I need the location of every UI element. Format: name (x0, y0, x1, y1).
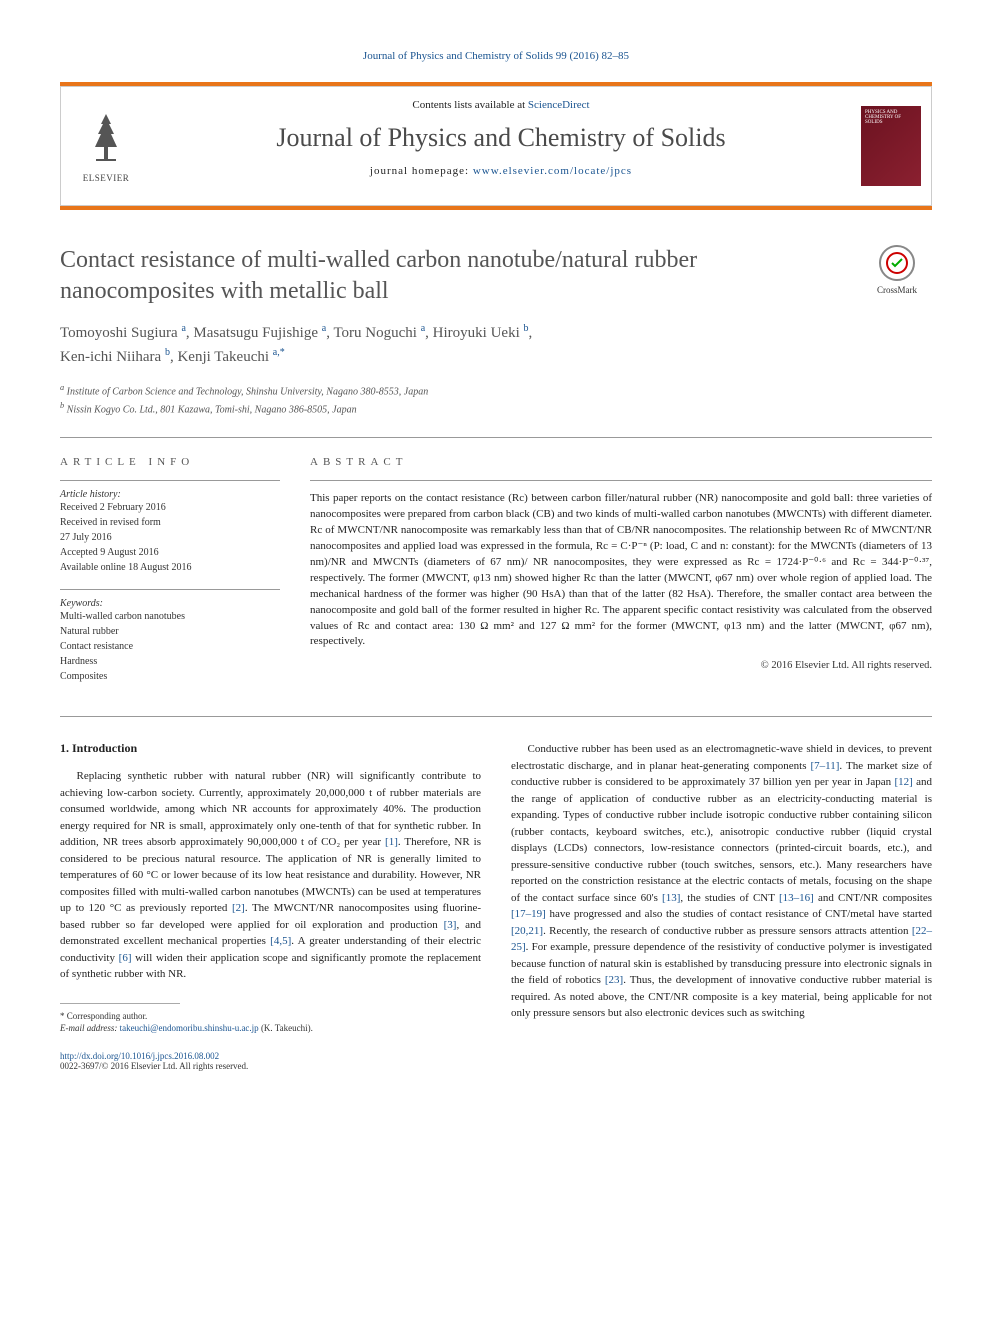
crossmark-badge[interactable]: CrossMark (862, 245, 932, 295)
author-1-aff[interactable]: a (181, 323, 185, 334)
email-label: E-mail address: (60, 1023, 120, 1033)
crossmark-label: CrossMark (862, 285, 932, 295)
section-1-heading: 1. Introduction (60, 741, 481, 756)
author-3: Toru Noguchi (333, 325, 417, 341)
author-5: Ken-ichi Niihara (60, 349, 161, 365)
issn-copyright: 0022-3697/© 2016 Elsevier Ltd. All right… (60, 1061, 932, 1071)
journal-cover[interactable]: PHYSICS AND CHEMISTRY OF SOLIDS (851, 87, 931, 205)
doi-link[interactable]: http://dx.doi.org/10.1016/j.jpcs.2016.08… (60, 1051, 932, 1061)
author-3-aff[interactable]: a (421, 323, 425, 334)
keywords-heading: Keywords: (60, 598, 280, 609)
body-col-right: Conductive rubber has been used as an el… (511, 741, 932, 1035)
contents-prefix: Contents lists available at (412, 99, 527, 111)
author-1: Tomoyoshi Sugiura (60, 325, 178, 341)
author-2-aff[interactable]: a (322, 323, 326, 334)
bottom-orange-bar (60, 206, 932, 210)
history-1: Received in revised form (60, 515, 280, 530)
author-6: Kenji Takeuchi (177, 349, 269, 365)
keywords-list: Multi-walled carbon nanotubes Natural ru… (60, 609, 280, 684)
header-center: Contents lists available at ScienceDirec… (151, 87, 851, 205)
history-0: Received 2 February 2016 (60, 500, 280, 515)
top-citation[interactable]: Journal of Physics and Chemistry of Soli… (60, 50, 932, 62)
keyword-1: Natural rubber (60, 624, 280, 639)
homepage-line: journal homepage: www.elsevier.com/locat… (163, 165, 839, 177)
abstract-col: ABSTRACT This paper reports on the conta… (310, 456, 932, 698)
cover-text: PHYSICS AND CHEMISTRY OF SOLIDS (861, 106, 921, 129)
authors-list: Tomoyoshi Sugiura a, Masatsugu Fujishige… (60, 321, 932, 368)
contents-line: Contents lists available at ScienceDirec… (163, 99, 839, 111)
body-col2-text: Conductive rubber has been used as an el… (511, 741, 932, 1022)
author-2: Masatsugu Fujishige (193, 325, 318, 341)
history-2: 27 July 2016 (60, 530, 280, 545)
keyword-3: Hardness (60, 654, 280, 669)
email-name: (K. Takeuchi). (259, 1023, 313, 1033)
history-heading: Article history: (60, 489, 280, 500)
divider-1 (60, 437, 932, 438)
divider-2 (60, 716, 932, 717)
footnote-separator (60, 1003, 180, 1004)
body-col1-text: Replacing synthetic rubber with natural … (60, 768, 481, 983)
paper-title: Contact resistance of multi-walled carbo… (60, 245, 842, 307)
abstract-label: ABSTRACT (310, 456, 932, 468)
body-col-left: 1. Introduction Replacing synthetic rubb… (60, 741, 481, 1035)
sciencedirect-link[interactable]: ScienceDirect (528, 99, 590, 111)
keyword-4: Composites (60, 669, 280, 684)
history-text: Received 2 February 2016 Received in rev… (60, 500, 280, 575)
journal-header: ELSEVIER Contents lists available at Sci… (60, 86, 932, 206)
corresponding-author: * Corresponding author. (60, 1010, 481, 1023)
abstract-copyright: © 2016 Elsevier Ltd. All rights reserved… (310, 660, 932, 671)
author-4: Hiroyuki Ueki (433, 325, 520, 341)
homepage-prefix: journal homepage: (370, 165, 473, 177)
keyword-2: Contact resistance (60, 639, 280, 654)
crossmark-icon (879, 245, 915, 281)
elsevier-tree-icon (81, 109, 131, 169)
author-5-aff[interactable]: b (165, 347, 170, 358)
article-info-col: ARTICLE INFO Article history: Received 2… (60, 456, 280, 698)
email-line: E-mail address: takeuchi@endomoribu.shin… (60, 1022, 481, 1035)
author-4-aff[interactable]: b (524, 323, 529, 334)
journal-name: Journal of Physics and Chemistry of Soli… (163, 123, 839, 153)
elsevier-logo[interactable]: ELSEVIER (61, 87, 151, 205)
email-link[interactable]: takeuchi@endomoribu.shinshu-u.ac.jp (120, 1023, 259, 1033)
elsevier-label: ELSEVIER (83, 173, 130, 183)
affiliation-b: b Nissin Kogyo Co. Ltd., 801 Kazawa, Tom… (60, 400, 932, 417)
author-6-aff[interactable]: a, (273, 347, 280, 358)
affiliation-a: a Institute of Carbon Science and Techno… (60, 382, 932, 399)
history-3: Accepted 9 August 2016 (60, 545, 280, 560)
affiliations: a Institute of Carbon Science and Techno… (60, 382, 932, 417)
keyword-0: Multi-walled carbon nanotubes (60, 609, 280, 624)
corr-star[interactable]: * (280, 347, 285, 358)
homepage-link[interactable]: www.elsevier.com/locate/jpcs (473, 165, 632, 177)
article-info-label: ARTICLE INFO (60, 456, 280, 468)
abstract-text: This paper reports on the contact resist… (310, 480, 932, 650)
history-4: Available online 18 August 2016 (60, 560, 280, 575)
